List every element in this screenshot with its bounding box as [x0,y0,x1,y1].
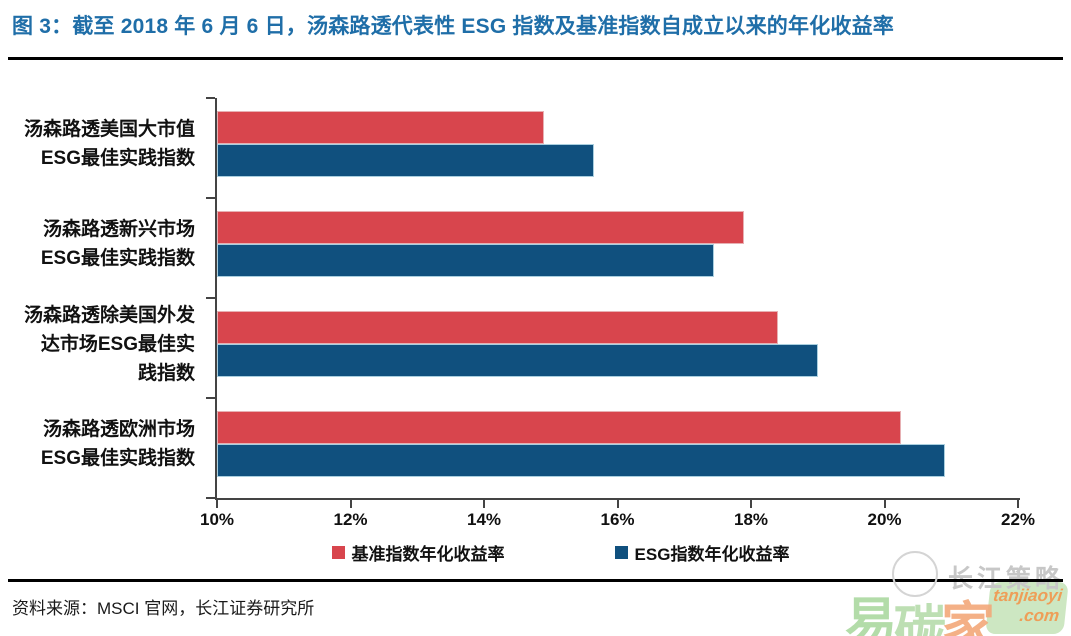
bar-esg-0 [217,144,595,177]
x-axis-tick [750,500,752,508]
bar-esg-2 [217,344,818,377]
x-axis-label: 20% [867,510,902,529]
category-label-line: ESG最佳实践指数 [40,248,195,269]
x-axis-tick [349,500,352,508]
category-label-line: ESG最佳实践指数 [40,448,195,469]
category-label-line: 汤森路透新兴市场 [42,219,195,240]
legend-item-esg: ESG指数年化收益率 [614,540,790,565]
legend-label-benchmark: 基准指数年化收益率 [351,545,505,564]
category-label: 汤森路透美国大市值 ESG最佳实践指数 [0,98,207,190]
x-axis-label: 18% [733,510,769,529]
y-axis-tick [206,97,215,99]
category-label-line: ESG最佳实践指数 [40,148,195,169]
bar-chart: 10% 12% 14% 16% 18% 20% 22% 汤森路透美国大市值 ESG最佳实践指数汤… [0,97,1036,529]
x-axis-tick [883,500,886,508]
category-label-line: 汤森路透美国大市值 [23,119,195,140]
category-label-line: 达市场ESG最佳实 [40,333,195,355]
source-text: MSCI 官网，长江证券研究所 [97,599,315,618]
y-axis [215,98,217,500]
bar-benchmark-1 [217,211,745,244]
top-divider [8,57,1063,60]
bar-benchmark-2 [217,311,778,344]
x-axis [215,498,1020,500]
y-axis-tick [206,297,215,299]
x-axis-tick [1017,500,1019,508]
bar-esg-3 [217,444,945,477]
y-axis-tick [206,397,215,399]
bar-benchmark-0 [217,111,545,144]
legend-swatch-benchmark [331,546,345,559]
publisher-logo-icon [892,551,938,597]
legend-label-esg: ESG指数年化收益率 [634,545,790,564]
legend-item-benchmark: 基准指数年化收益率 [331,540,505,565]
legend-swatch-esg [614,546,628,559]
bottom-divider [8,579,1063,582]
publisher-watermark: 长江策略 [948,565,1065,593]
x-axis-label: 10% [199,510,235,529]
watermark-url-line2: .com [1018,606,1061,625]
x-axis-tick [616,500,619,508]
category-label: 汤森路透除美国外发达市场ESG最佳实践指数 [0,298,207,390]
bar-esg-1 [217,244,715,277]
source-prefix: 资料来源： [12,599,97,618]
category-label: 汤森路透新兴市场 ESG最佳实践指数 [0,198,207,290]
category-label-line: 践指数 [137,362,195,384]
x-axis-label: 12% [333,510,368,529]
chart-legend: 基准指数年化收益率 ESG指数年化收益率 [25,540,1071,565]
x-axis-label: 22% [1000,510,1036,529]
x-axis-tick [216,500,218,508]
bar-benchmark-3 [217,411,902,444]
y-axis-tick [206,497,215,499]
y-axis-tick [206,197,215,199]
x-axis-label: 14% [466,510,502,529]
category-label-line: 汤森路透除美国外发 [23,304,195,326]
x-axis-tick [483,500,485,508]
category-label: 汤森路透欧洲市场 ESG最佳实践指数 [0,398,207,490]
source-note: 资料来源：MSCI 官网，长江证券研究所 [12,594,314,619]
watermark-char-yi: 易 [845,594,898,636]
figure-title: 图 3：截至 2018 年 6 月 6 日，汤森路透代表性 ESG 指数及基准指… [12,15,895,38]
x-axis-label: 16% [600,510,635,529]
category-label-line: 汤森路透欧洲市场 [42,419,195,440]
